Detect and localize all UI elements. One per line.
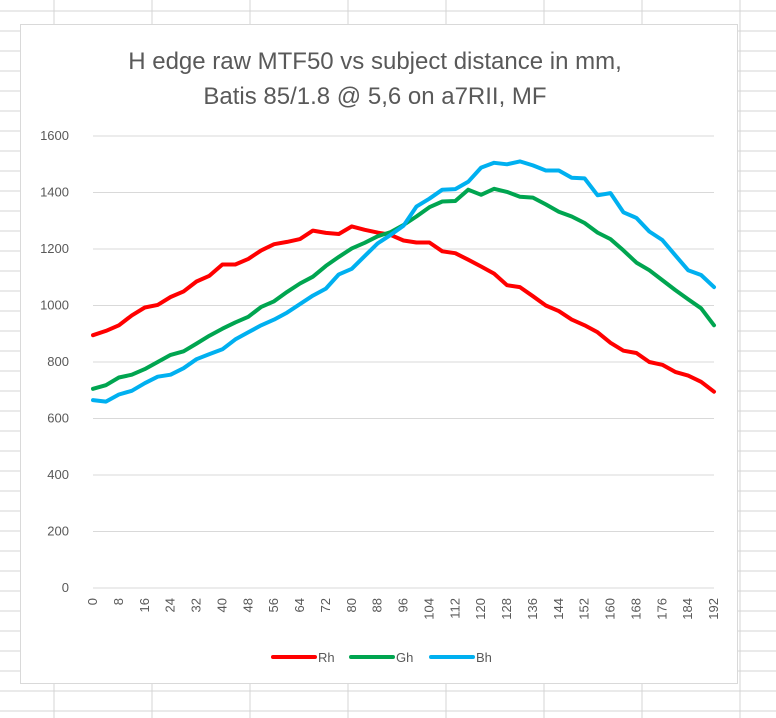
legend: Rh Gh Bh [271,650,492,665]
legend-label-bh: Bh [476,650,492,665]
x-tick-label: 144 [551,598,566,620]
y-tick-label: 1600 [40,128,69,143]
y-tick-label: 1200 [40,241,69,256]
x-tick-label: 56 [266,598,281,612]
chart-title-line-2: Batis 85/1.8 @ 5,6 on a7RII, MF [203,83,546,110]
y-tick-label: 1000 [40,298,69,313]
x-tick-label: 176 [654,598,669,620]
y-tick-label: 200 [47,524,69,539]
chart-container[interactable]: H edge raw MTF50 vs subject distance in … [20,24,738,684]
x-tick-label: 104 [421,598,436,620]
x-tick-label: 16 [137,598,152,612]
x-tick-label: 184 [680,598,695,620]
y-tick-label: 0 [62,580,69,595]
x-tick-label: 136 [525,598,540,620]
x-tick-label: 192 [706,598,721,620]
axes: 0 200 400 600 800 1000 1200 1400 1600 0 8 16 24 32 40 4… [40,128,721,620]
legend-label-gh: Gh [396,650,413,665]
x-tick-label: 0 [85,598,100,605]
x-tick-label: 32 [189,598,204,612]
x-tick-label: 48 [240,598,255,612]
series-line-rh[interactable] [91,224,716,394]
x-tick-label: 88 [370,598,385,612]
y-tick-label: 800 [47,354,69,369]
x-tick-label: 168 [628,598,643,620]
x-tick-label: 64 [292,598,307,612]
series-lines [91,159,716,404]
y-tick-label: 400 [47,467,69,482]
y-tick-label: 1400 [40,185,69,200]
x-tick-label: 112 [447,598,462,619]
series-line-bh[interactable] [91,159,716,404]
gridlines [93,135,714,532]
x-tick-label: 128 [499,598,514,620]
x-tick-label: 96 [396,598,411,612]
x-tick-label: 24 [163,598,178,612]
x-tick-label: 40 [214,598,229,612]
x-tick-label: 8 [111,598,126,605]
chart-canvas: H edge raw MTF50 vs subject distance in … [40,48,721,665]
chart-title-line-1: H edge raw MTF50 vs subject distance in … [128,48,622,75]
x-tick-label: 80 [344,598,359,612]
x-tick-label: 120 [473,598,488,620]
y-tick-label: 600 [47,411,69,426]
legend-label-rh: Rh [318,650,335,665]
x-tick-label: 160 [603,598,618,620]
x-tick-label: 152 [577,598,592,620]
x-tick-label: 72 [318,598,333,612]
